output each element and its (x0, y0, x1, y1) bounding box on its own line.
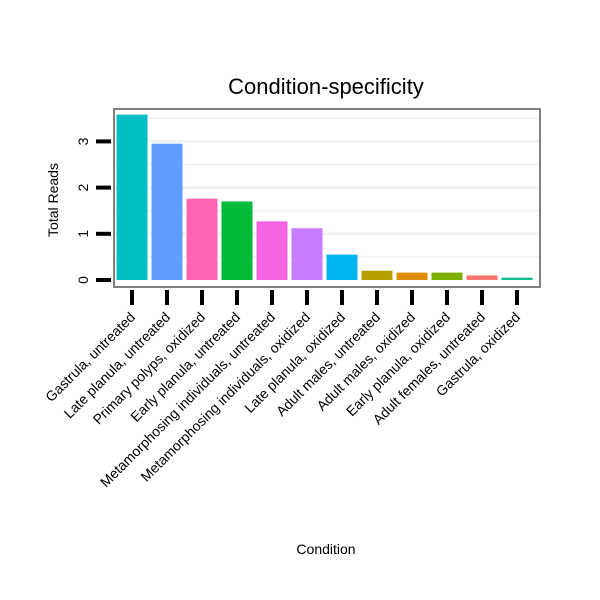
bar (291, 228, 323, 280)
bar (186, 198, 218, 280)
y-tick-label: 3 (75, 137, 91, 145)
y-tick-label: 2 (75, 184, 91, 192)
bar (151, 143, 183, 280)
plot-frame (113, 108, 541, 288)
y-tick-label: 0 (75, 276, 91, 284)
y-tick-label: 1 (75, 230, 91, 238)
bar (431, 272, 463, 280)
bar (221, 201, 253, 280)
bar (256, 221, 288, 280)
grid-lines (115, 117, 539, 258)
bars (116, 114, 533, 281)
x-axis-title: Condition (296, 541, 355, 557)
bar (361, 270, 393, 280)
bar (466, 275, 498, 280)
y-axis-title: Total Reads (45, 163, 61, 237)
bar (396, 272, 428, 280)
bar (116, 114, 148, 281)
chart-title: Condition-specificity (228, 74, 424, 99)
bar (326, 254, 358, 280)
y-axis: 0 1 2 3 (75, 137, 111, 284)
bar (501, 277, 533, 280)
